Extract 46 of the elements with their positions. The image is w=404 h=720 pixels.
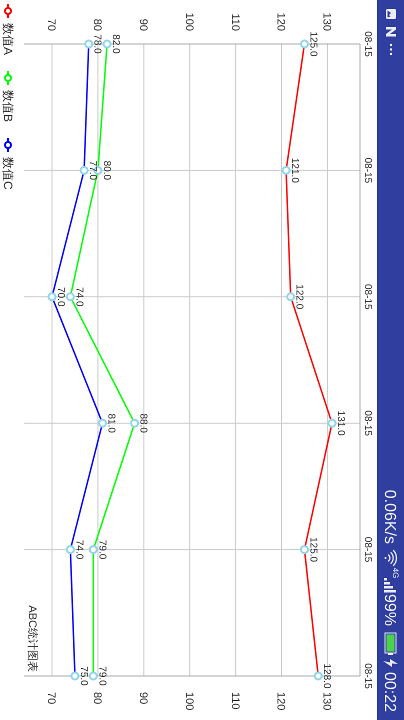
text: 4G [391,568,400,578]
text: 99% [381,594,398,626]
data-label: 80.0 [100,160,112,181]
data-label: 70.0 [55,287,66,307]
y-tick-label: 08-15 [362,663,373,690]
data-label: 81.0 [105,413,116,434]
data-label: 82.0 [110,34,122,54]
y-tick-label: 08-15 [362,284,373,310]
x2-tick-label: 120 [274,692,287,710]
text: 0.06K/s [381,490,398,544]
x2-tick-label: 90 [136,692,149,704]
data-label: 75.0 [78,666,89,686]
data-label: 79.0 [96,540,108,560]
y-tick-label: 08-15 [362,536,373,563]
data-label: 125.0 [307,31,318,57]
y-tick-label: 08-15 [362,158,373,184]
x-tick-label: 110 [228,13,241,31]
x-tick-label: 100 [182,12,195,31]
annotation: ABC统计图表 [26,605,39,672]
x2-tick-label: 80 [91,692,104,704]
x2-tick-label: 110 [228,692,241,710]
data-label: 77.0 [87,160,98,181]
data-label: 131.0 [335,410,346,436]
x-tick-label: 70 [45,18,58,31]
data-label: 125.0 [307,537,318,563]
data-label: 128.0 [321,663,332,689]
data-label: 79.0 [96,666,108,686]
y-tick-label: 08-15 [362,410,373,436]
legend-label: 数值A [0,23,15,56]
data-label: 78.0 [92,34,103,54]
legend-label: 数值C [0,157,15,190]
data-label: 122.0 [294,284,305,310]
x2-tick-label: 70 [45,692,58,704]
x2-tick-label: 100 [182,692,195,710]
data-label: 74.0 [73,287,84,307]
text: 00:22 [381,672,398,712]
x-tick-label: 90 [136,18,149,31]
x-tick-label: 120 [274,12,287,31]
legend-label: 数值B [0,90,15,122]
data-label: 121.0 [289,158,300,184]
x-tick-label: 80 [91,18,104,31]
y-tick-label: 08-15 [362,31,373,58]
data-label: 74.0 [73,540,84,560]
x2-tick-label: 130 [320,692,333,710]
data-label: 88.0 [138,413,149,434]
x-tick-label: 130 [320,12,333,31]
